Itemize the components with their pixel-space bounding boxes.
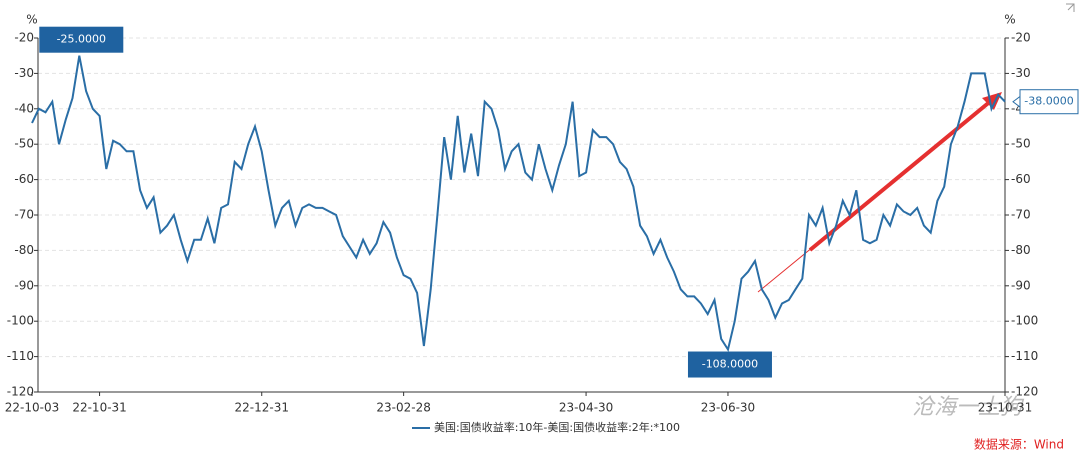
y2-tick-label: -110	[1011, 349, 1038, 363]
y-tick-label: -30	[14, 66, 34, 80]
y-tick-label: -40	[14, 101, 34, 115]
y-tick-label: -100	[7, 314, 34, 328]
y2-tick-label: -120	[1011, 385, 1038, 399]
x-tick-label: 22-10-31	[72, 401, 126, 415]
annotation-box	[39, 26, 124, 53]
annotation-label: -38.0000	[1024, 95, 1073, 108]
x-tick-label: 22-12-31	[235, 401, 289, 415]
arrow-thick	[808, 98, 994, 252]
annotation-box	[687, 351, 772, 378]
y2-unit: %	[1004, 13, 1015, 27]
annotation-box	[1019, 89, 1079, 115]
y-tick-label: -20	[14, 31, 34, 45]
y-tick-label: -80	[14, 243, 34, 257]
x-tick-label: 23-02-28	[376, 401, 430, 415]
annotation-label: -25.0000	[57, 33, 106, 46]
y2-tick-label: -80	[1011, 243, 1031, 257]
legend: 美国:国债收益率:10年-美国:国债收益率:2年:*100	[412, 420, 680, 434]
x-tick-label: 23-06-30	[701, 401, 755, 415]
y-tick-label: -70	[14, 208, 34, 222]
annotation-label: -108.0000	[702, 358, 758, 371]
legend-label: 美国:国债收益率:10年-美国:国债收益率:2年:*100	[434, 420, 680, 434]
y-tick-label: -90	[14, 278, 34, 292]
source: 数据来源：Wind	[974, 437, 1064, 452]
y-tick-label: -60	[14, 172, 34, 186]
y-tick-label: -110	[7, 349, 34, 363]
x-tick-label: 23-10-31	[978, 401, 1032, 415]
y2-tick-label: -70	[1011, 208, 1031, 222]
y-unit: %	[26, 13, 37, 27]
watermark: 沧海一土狗	[912, 395, 1025, 420]
y-tick-label: -50	[14, 137, 34, 151]
y2-tick-label: -100	[1011, 314, 1038, 328]
y2-tick-label: -20	[1011, 31, 1031, 45]
x-tick-label: 22-10-03	[5, 401, 59, 415]
y2-tick-label: -50	[1011, 137, 1031, 151]
expand-icon[interactable]	[1066, 3, 1075, 12]
y2-tick-label: -30	[1011, 66, 1031, 80]
x-tick-label: 23-04-30	[559, 401, 613, 415]
y2-tick-label: -60	[1011, 172, 1031, 186]
series-line	[31, 55, 1006, 353]
y2-tick-label: -90	[1011, 278, 1031, 292]
y-tick-label: -120	[7, 385, 34, 399]
